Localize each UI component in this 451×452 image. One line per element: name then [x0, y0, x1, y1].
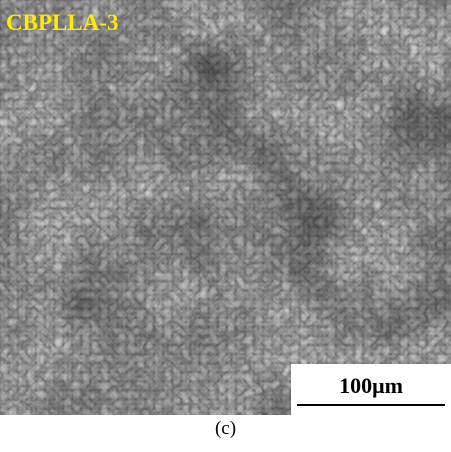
page: CBPLLA-3 100μm (c) (() => { const data =…	[0, 0, 451, 452]
sample-label: CBPLLA-3	[6, 10, 118, 35]
sem-image: CBPLLA-3 100μm	[0, 0, 451, 415]
porous-texture	[0, 0, 451, 415]
figure-caption: (c)	[0, 418, 451, 440]
scale-bar-label: 100μm	[339, 373, 403, 398]
